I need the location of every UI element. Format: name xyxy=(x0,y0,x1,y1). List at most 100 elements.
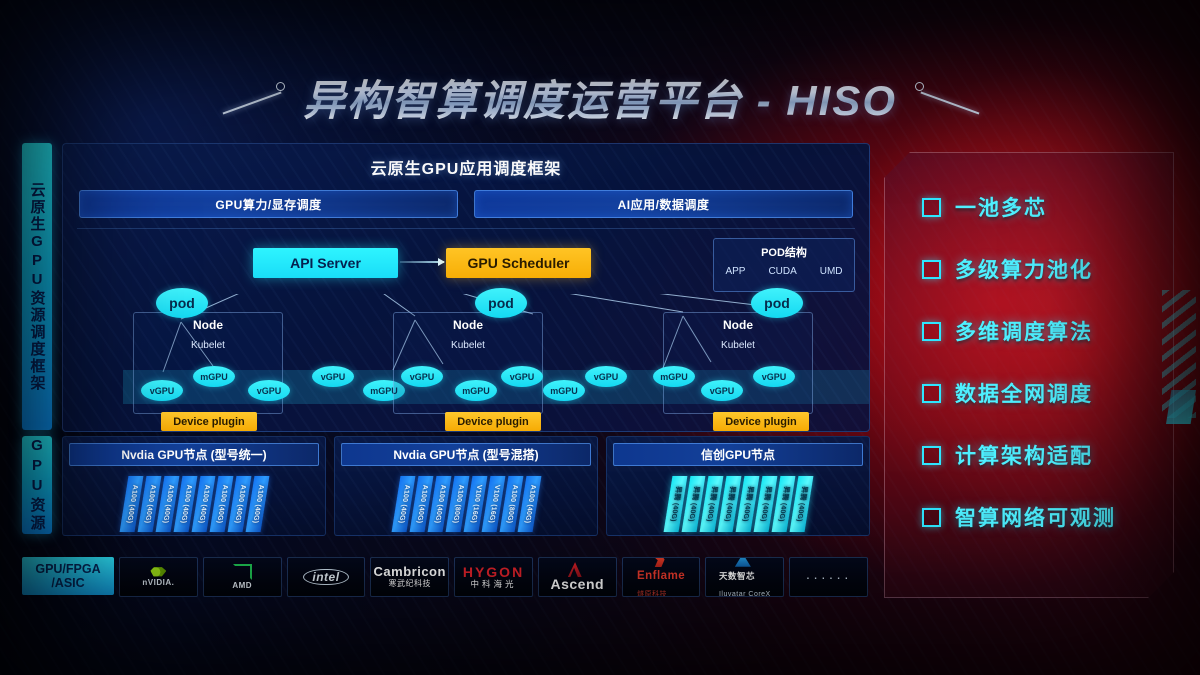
vendor-cambricon-text: Cambricon xyxy=(373,564,446,580)
vendor-enflame-text: Enflame xyxy=(636,570,686,583)
vendor-ascend-text: Ascend xyxy=(550,576,605,593)
pod-ellipse-1[interactable]: pod xyxy=(156,288,208,318)
resource-group-2: Nvdia GPU节点 (型号混搭) A100 (40G) A100 (40G)… xyxy=(334,436,598,536)
pod-ellipse-2[interactable]: pod xyxy=(475,288,527,318)
pill-gpu-compute[interactable]: GPU算力/显存调度 xyxy=(79,190,458,218)
checkbox-icon xyxy=(922,321,941,341)
vendor-amd[interactable]: AMD xyxy=(202,557,282,597)
device-plugin-2[interactable]: Device plugin xyxy=(445,412,541,431)
control-plane-row: API Server GPU Scheduler POD结构 APP CUDA … xyxy=(63,238,869,292)
pod-item-cuda: CUDA xyxy=(768,266,797,277)
page-title: 异构智算调度运营平台 - HISO xyxy=(303,67,897,128)
vendor-hygon[interactable]: HYGON 中科海光 xyxy=(454,557,533,597)
gpu-resource-row: Nvdia GPU节点 (型号统一) A100 (40G) A100 (40G)… xyxy=(62,436,870,536)
vendor-more[interactable]: ······ xyxy=(789,557,869,597)
gpu-ellipse-2-2[interactable]: mGPU xyxy=(455,380,497,401)
gpu-ellipse-2-5[interactable]: vGPU xyxy=(585,366,627,387)
gpu-card-stack-3: 昇腾 (40G) 昇腾 (40G) 昇腾 (40G) 昇腾 (40G) 昇腾 (… xyxy=(607,474,869,532)
api-server-box[interactable]: API Server xyxy=(253,248,398,278)
vendor-cambricon[interactable]: Cambricon 寒武纪科技 xyxy=(370,557,450,597)
feature-item-2[interactable]: 多级算力池化 xyxy=(884,238,1174,300)
feature-panel-frame xyxy=(884,152,1174,598)
node-label-3: Node xyxy=(723,318,753,332)
slide-title-bar: 异构智算调度运营平台 - HISO xyxy=(0,66,1200,128)
resource-group-3: 信创GPU节点 昇腾 (40G) 昇腾 (40G) 昇腾 (40G) 昇腾 (4… xyxy=(606,436,870,536)
resource-header-1[interactable]: Nvdia GPU节点 (型号统一) xyxy=(69,443,319,466)
feature-item-4[interactable]: 数据全网调度 xyxy=(884,362,1174,424)
sidebar-label-resources: GPU资源 xyxy=(22,436,52,534)
vendor-nvidia[interactable]: nVIDIA. xyxy=(119,557,198,597)
vendor-iluvatar-en: Iluvatar CoreX xyxy=(718,590,771,597)
gpu-card-stack-2: A100 (40G) A100 (40G) A100 (40G) A100 (8… xyxy=(335,474,597,532)
gpu-ellipse-1-5[interactable]: mGPU xyxy=(363,380,405,401)
device-plugin-1[interactable]: Device plugin xyxy=(161,412,257,431)
pod-ellipse-3[interactable]: pod xyxy=(751,288,803,318)
resource-header-3[interactable]: 信创GPU节点 xyxy=(613,443,863,466)
kubelet-label-3: Kubelet xyxy=(721,340,755,351)
resource-header-2[interactable]: Nvdia GPU节点 (型号混搭) xyxy=(341,443,591,466)
feature-label-3: 多维调度算法 xyxy=(955,321,1093,344)
checkbox-icon xyxy=(922,197,941,217)
vendor-iluvatar-cn: 天数智芯 xyxy=(718,570,755,581)
node-box-3: Node Kubelet xyxy=(663,312,813,414)
vendor-logo-row: GPU/FPGA /ASIC nVIDIA. AMD intel Cambric… xyxy=(22,557,869,597)
pill-ai-application[interactable]: AI应用/数据调度 xyxy=(474,190,853,218)
checkbox-icon xyxy=(922,507,941,527)
nvidia-eye-icon xyxy=(150,567,167,577)
title-left-decoration-icon xyxy=(215,80,287,115)
vendor-row-label: GPU/FPGA /ASIC xyxy=(22,557,114,595)
vendor-enflame[interactable]: Enflame 燧原科技 xyxy=(621,557,701,597)
vendor-intel[interactable]: intel xyxy=(286,557,366,597)
feature-label-6: 智算网络可观测 xyxy=(955,507,1116,530)
feature-label-1: 一池多芯 xyxy=(955,197,1047,220)
feature-item-3[interactable]: 多维调度算法 xyxy=(884,300,1174,362)
gpu-ellipse-3-2[interactable]: vGPU xyxy=(701,380,743,401)
feature-item-5[interactable]: 计算架构适配 xyxy=(884,424,1174,486)
device-plugin-3[interactable]: Device plugin xyxy=(713,412,809,431)
enflame-flame-icon xyxy=(654,558,665,568)
vendor-hygon-cn: 中科海光 xyxy=(470,579,517,590)
feature-item-6[interactable]: 智算网络可观测 xyxy=(884,486,1174,548)
vendor-nvidia-text: nVIDIA. xyxy=(142,578,175,588)
feature-list-panel: 一池多芯 多级算力池化 多维调度算法 数据全网调度 计算架构适配 智算网络可观测 xyxy=(884,152,1196,598)
vendor-more-text: ······ xyxy=(805,569,852,585)
gpu-ellipse-1-3[interactable]: vGPU xyxy=(248,380,290,401)
panel-highlight-stripe-icon xyxy=(1166,390,1196,424)
framework-divider xyxy=(77,228,855,229)
cloud-native-framework-box: 云原生GPU应用调度框架 GPU算力/显存调度 AI应用/数据调度 API Se… xyxy=(62,143,870,432)
gpu-ellipse-1-1[interactable]: vGPU xyxy=(141,380,183,401)
feature-item-1[interactable]: 一池多芯 xyxy=(884,176,1174,238)
sidebar-label-framework: 云原生GPU资源调度框架 xyxy=(22,143,52,430)
node-label-2: Node xyxy=(453,318,483,332)
title-right-decoration-icon xyxy=(913,80,985,115)
iluvatar-mountain-icon xyxy=(734,558,751,567)
pod-structure-box: POD结构 APP CUDA UMD xyxy=(713,238,855,292)
checkbox-icon xyxy=(922,383,941,403)
checkbox-icon xyxy=(922,445,941,465)
pod-structure-items: APP CUDA UMD xyxy=(714,266,854,277)
vendor-amd-text: AMD xyxy=(232,580,253,590)
feature-label-2: 多级算力池化 xyxy=(955,259,1093,282)
gpu-ellipse-2-4[interactable]: mGPU xyxy=(543,380,585,401)
vendor-ascend[interactable]: Ascend xyxy=(537,557,617,597)
framework-title: 云原生GPU应用调度框架 xyxy=(370,161,562,178)
sidebar-framework-text: 云原生GPU资源调度框架 xyxy=(28,181,46,392)
sidebar-resource-text: GPU资源 xyxy=(28,437,46,533)
vendor-iluvatar[interactable]: 天数智芯 Iluvatar CoreX xyxy=(705,557,785,597)
pod-structure-title: POD结构 xyxy=(761,247,807,259)
framework-pill-row: GPU算力/显存调度 AI应用/数据调度 xyxy=(63,179,869,218)
vendor-cambricon-cn: 寒武纪科技 xyxy=(388,579,431,589)
gpu-ellipse-1-2[interactable]: mGPU xyxy=(193,366,235,387)
vendor-intel-text: intel xyxy=(303,568,349,586)
feature-label-5: 计算架构适配 xyxy=(955,445,1093,468)
vendor-hygon-text: HYGON xyxy=(462,563,525,580)
gpu-ellipse-3-3[interactable]: vGPU xyxy=(753,366,795,387)
gpu-ellipse-3-1[interactable]: mGPU xyxy=(653,366,695,387)
gpu-ellipse-1-4[interactable]: vGPU xyxy=(312,366,354,387)
pod-item-app: APP xyxy=(725,266,746,277)
gpu-scheduler-box[interactable]: GPU Scheduler xyxy=(446,248,591,278)
architecture-diagram: 云原生GPU资源调度框架 GPU资源 云原生GPU应用调度框架 GPU算力/显存… xyxy=(22,143,870,598)
resource-group-1: Nvdia GPU节点 (型号统一) A100 (40G) A100 (40G)… xyxy=(62,436,326,536)
gpu-ellipse-2-3[interactable]: vGPU xyxy=(501,366,543,387)
gpu-ellipse-2-1[interactable]: vGPU xyxy=(401,366,443,387)
